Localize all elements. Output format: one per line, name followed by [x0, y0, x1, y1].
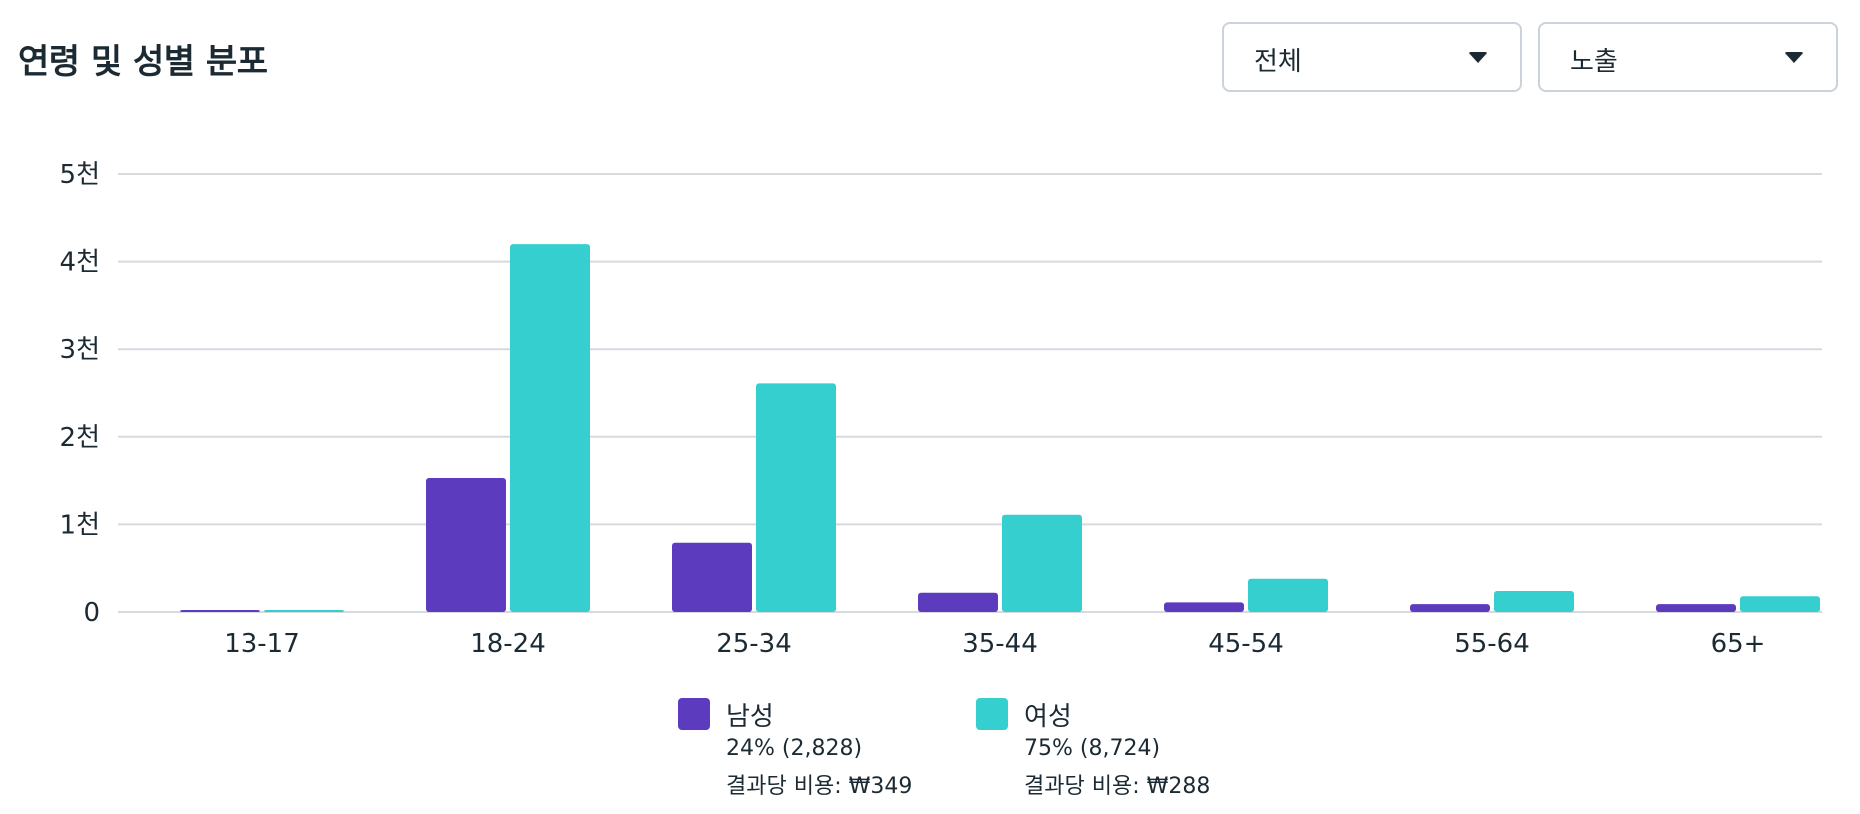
y-tick-label: 2천 — [60, 423, 100, 453]
x-tick-label: 55-64 — [1454, 629, 1530, 659]
bars — [180, 244, 1820, 612]
caret-down-icon — [1784, 52, 1804, 63]
gender-filter-dropdown[interactable]: 전체 — [1222, 22, 1522, 92]
y-tick-label: 5천 — [60, 160, 100, 190]
metric-value: 노출 — [1570, 47, 1618, 77]
bar-female-18-24[interactable] — [510, 244, 590, 612]
bar-female-55-64[interactable] — [1494, 590, 1574, 612]
chart-title: 연령 및 성별 분포 — [18, 42, 268, 82]
gender-filter-value: 전체 — [1254, 47, 1302, 77]
x-tick-label: 13-17 — [224, 629, 300, 659]
metric-dropdown[interactable]: 노출 — [1538, 22, 1838, 92]
bar-male-35-44[interactable] — [918, 592, 998, 612]
bar-female-45-54[interactable] — [1248, 578, 1328, 612]
bar-male-13-17[interactable] — [180, 610, 260, 612]
bar-male-55-64[interactable] — [1410, 604, 1490, 612]
legend-label-female: 여성 — [1024, 702, 1072, 732]
legend-cost-female: 결과당 비용: ₩288 — [1024, 774, 1211, 799]
legend-swatch-male — [678, 698, 710, 730]
bar-male-25-34[interactable] — [672, 542, 752, 612]
legend-cost-male: 결과당 비용: ₩349 — [726, 774, 913, 799]
x-axis-ticks: 13-17 18-24 25-34 35-44 45-54 55-64 65+ — [224, 629, 1765, 659]
gridlines — [118, 173, 1822, 613]
bar-male-45-54[interactable] — [1164, 602, 1244, 612]
y-tick-label: 4천 — [60, 248, 100, 278]
x-tick-label: 65+ — [1711, 629, 1766, 659]
bar-female-35-44[interactable] — [1002, 514, 1082, 612]
bar-female-65+[interactable] — [1740, 596, 1820, 612]
legend-share-male: 24% (2,828) — [726, 736, 863, 761]
x-tick-label: 18-24 — [470, 629, 546, 659]
x-tick-label: 25-34 — [716, 629, 792, 659]
bar-female-13-17[interactable] — [264, 610, 344, 612]
y-tick-label: 3천 — [60, 335, 100, 365]
bar-male-65+[interactable] — [1656, 604, 1736, 612]
caret-down-icon — [1468, 52, 1488, 63]
y-tick-label: 1천 — [60, 510, 100, 540]
bar-male-18-24[interactable] — [426, 477, 506, 612]
legend-share-female: 75% (8,724) — [1024, 736, 1161, 761]
legend-swatch-female — [976, 698, 1008, 730]
x-tick-label: 35-44 — [962, 629, 1038, 659]
x-tick-label: 45-54 — [1208, 629, 1284, 659]
legend-label-male: 남성 — [726, 702, 774, 732]
y-axis-ticks: 0 1천 2천 3천 4천 5천 — [60, 160, 100, 628]
bar-female-25-34[interactable] — [756, 383, 836, 612]
y-tick-label: 0 — [83, 598, 100, 628]
